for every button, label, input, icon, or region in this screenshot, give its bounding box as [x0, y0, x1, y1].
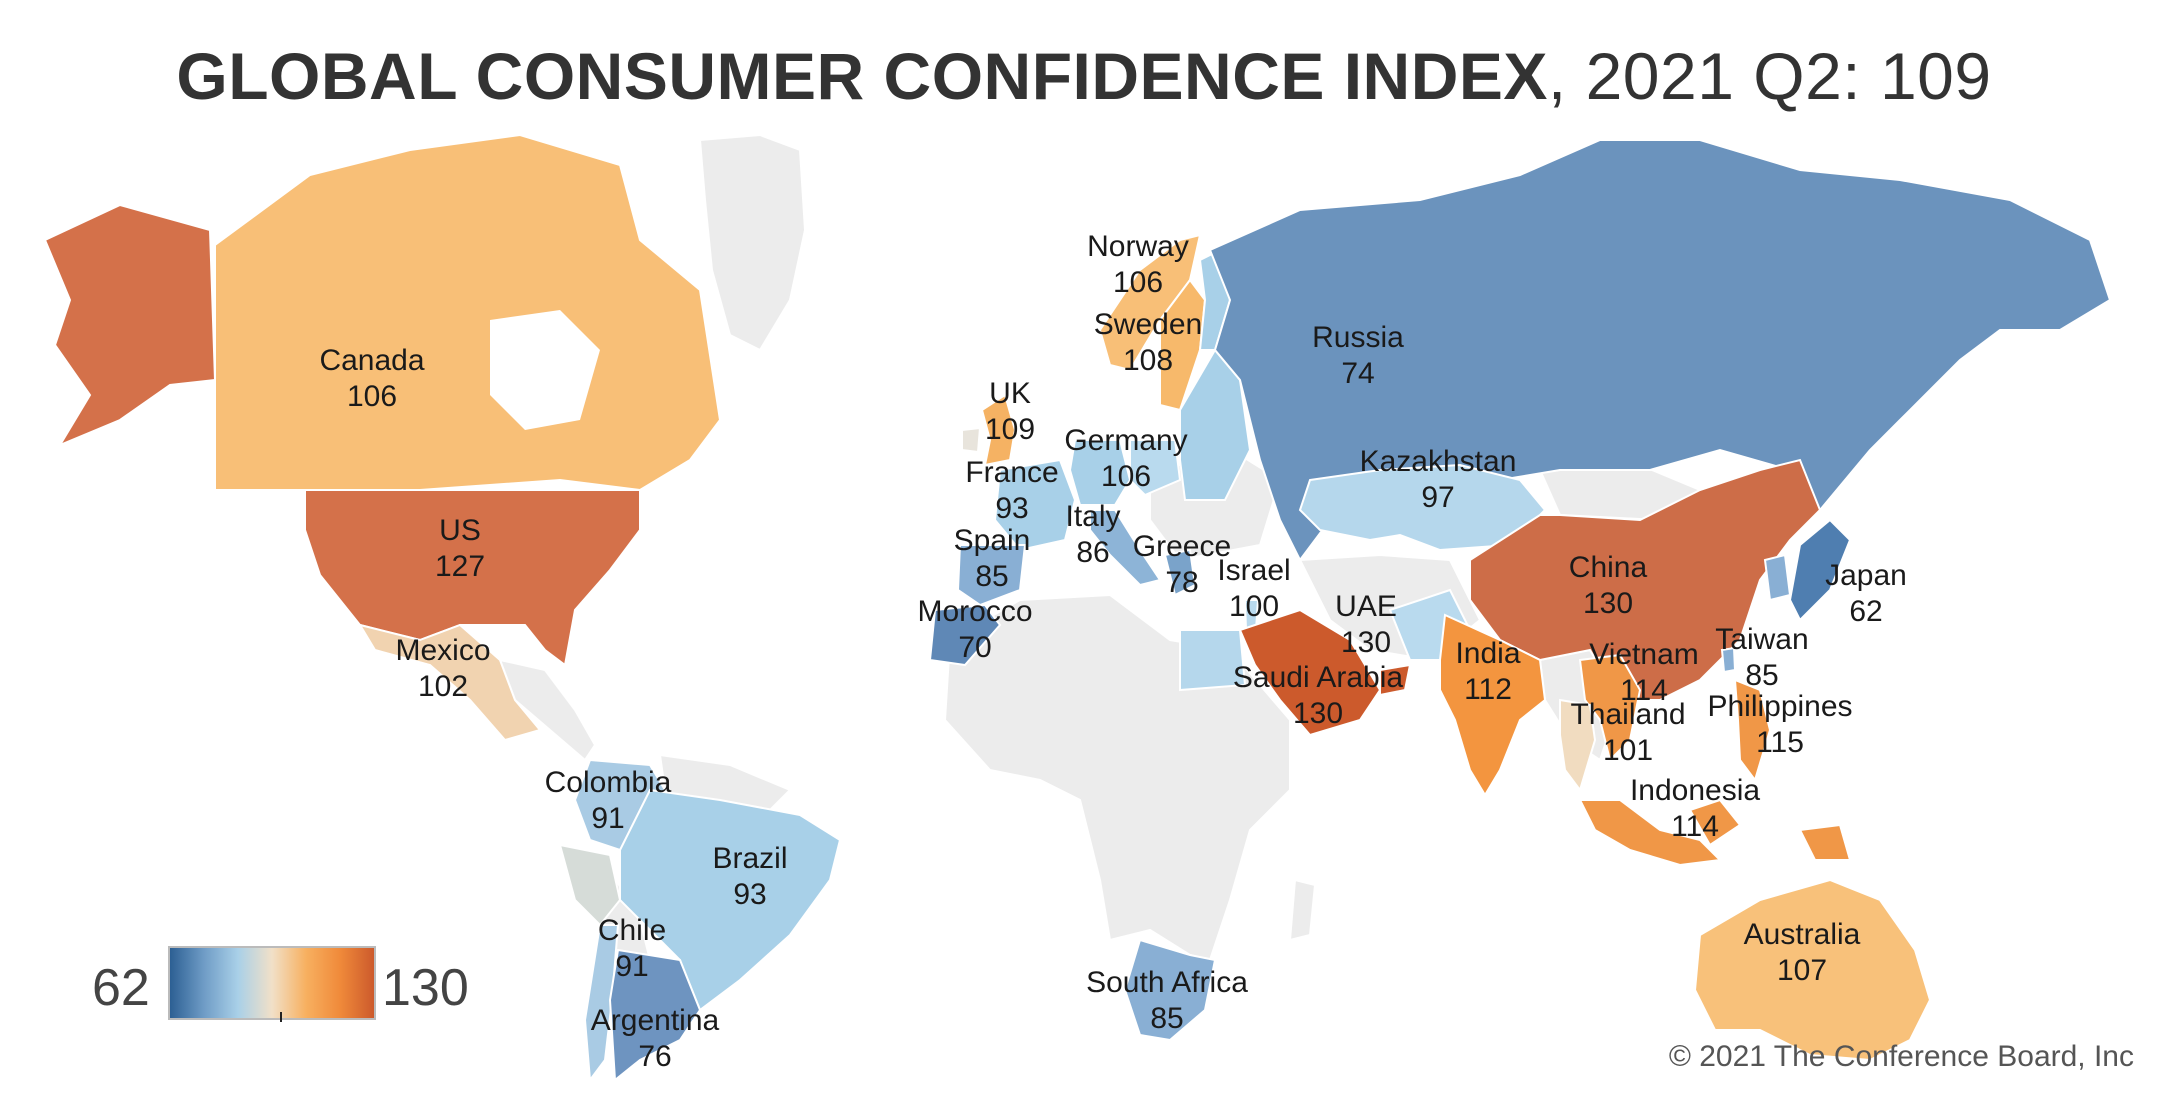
country-value-sweden: 108 — [1123, 344, 1173, 377]
country-name-australia: Australia — [1744, 918, 1861, 951]
country-name-france: France — [965, 456, 1058, 489]
country-value-canada: 106 — [347, 380, 397, 413]
country-value-uae: 130 — [1341, 626, 1391, 659]
country-value-thailand: 101 — [1603, 734, 1653, 767]
country-name-chile: Chile — [598, 914, 666, 947]
country-value-germany: 106 — [1101, 460, 1151, 493]
legend-max-value: 130 — [382, 959, 469, 1017]
country-value-taiwan: 85 — [1745, 659, 1778, 692]
country-name-taiwan: Taiwan — [1715, 623, 1808, 656]
country-value-saudi-arabia: 130 — [1293, 697, 1343, 730]
country-name-morocco: Morocco — [917, 595, 1032, 628]
country-name-mexico: Mexico — [395, 634, 490, 667]
legend-tick — [280, 1012, 282, 1022]
country-name-uae: UAE — [1335, 590, 1397, 623]
country-name-south-africa: South Africa — [1086, 966, 1248, 999]
country-value-mexico: 102 — [418, 670, 468, 703]
country-name-canada: Canada — [319, 344, 424, 377]
country-value-italy: 86 — [1076, 536, 1109, 569]
country-name-germany: Germany — [1064, 424, 1187, 457]
country-name-russia: Russia — [1312, 321, 1404, 354]
country-value-south-africa: 85 — [1150, 1002, 1183, 1035]
country-name-indonesia: Indonesia — [1630, 774, 1760, 807]
country-value-norway: 106 — [1113, 266, 1163, 299]
country-name-japan: Japan — [1825, 559, 1907, 592]
copyright-credit: © 2021 The Conference Board, Inc — [1668, 1040, 2134, 1073]
country-name-brazil: Brazil — [712, 842, 787, 875]
country-name-thailand: Thailand — [1570, 698, 1685, 731]
country-name-kazakhstan: Kazakhstan — [1360, 445, 1517, 478]
country-name-spain: Spain — [954, 524, 1031, 557]
color-scale-legend — [168, 946, 376, 1020]
country-value-spain: 85 — [975, 560, 1008, 593]
country-name-greece: Greece — [1133, 530, 1231, 563]
country-name-us: US — [439, 514, 481, 547]
country-value-chile: 91 — [615, 950, 648, 983]
country-value-brazil: 93 — [733, 878, 766, 911]
country-name-china: China — [1569, 551, 1648, 584]
title-main: GLOBAL CONSUMER CONFIDENCE INDEX — [176, 39, 1548, 113]
country-name-uk: UK — [989, 377, 1031, 410]
chart-title: GLOBAL CONSUMER CONFIDENCE INDEX, 2021 Q… — [0, 38, 2168, 114]
country-value-greece: 78 — [1165, 566, 1198, 599]
country-name-israel: Israel — [1217, 554, 1290, 587]
country-value-australia: 107 — [1777, 954, 1827, 987]
country-value-kazakhstan: 97 — [1421, 481, 1454, 514]
legend-min-value: 62 — [92, 959, 150, 1017]
country-value-us: 127 — [435, 550, 485, 583]
country-name-norway: Norway — [1087, 230, 1189, 263]
country-value-japan: 62 — [1849, 595, 1882, 628]
country-name-sweden: Sweden — [1094, 308, 1202, 341]
country-name-saudi-arabia: Saudi Arabia — [1233, 661, 1403, 694]
country-value-indonesia: 114 — [1671, 810, 1719, 843]
country-value-colombia: 91 — [591, 802, 624, 835]
country-value-morocco: 70 — [958, 631, 991, 664]
country-name-vietnam: Vietnam — [1589, 638, 1699, 671]
title-suffix: , 2021 Q2: 109 — [1547, 39, 1992, 113]
country-name-italy: Italy — [1065, 500, 1120, 533]
country-value-philippines: 115 — [1756, 726, 1804, 759]
country-value-uk: 109 — [985, 413, 1035, 446]
country-value-india: 112 — [1464, 673, 1512, 706]
country-value-france: 93 — [995, 492, 1028, 525]
country-value-china: 130 — [1583, 587, 1633, 620]
country-name-india: India — [1455, 637, 1520, 670]
country-shapes — [43, 133, 2112, 1083]
country-value-russia: 74 — [1341, 357, 1374, 390]
country-labels: Canada106US127Mexico102Colombia91Brazil9… — [319, 230, 1906, 1073]
country-value-vietnam: 114 — [1620, 674, 1668, 707]
country-value-argentina: 76 — [638, 1040, 671, 1073]
country-name-philippines: Philippines — [1707, 690, 1852, 723]
country-name-argentina: Argentina — [591, 1004, 720, 1037]
country-value-israel: 100 — [1229, 590, 1279, 623]
country-name-colombia: Colombia — [545, 766, 672, 799]
